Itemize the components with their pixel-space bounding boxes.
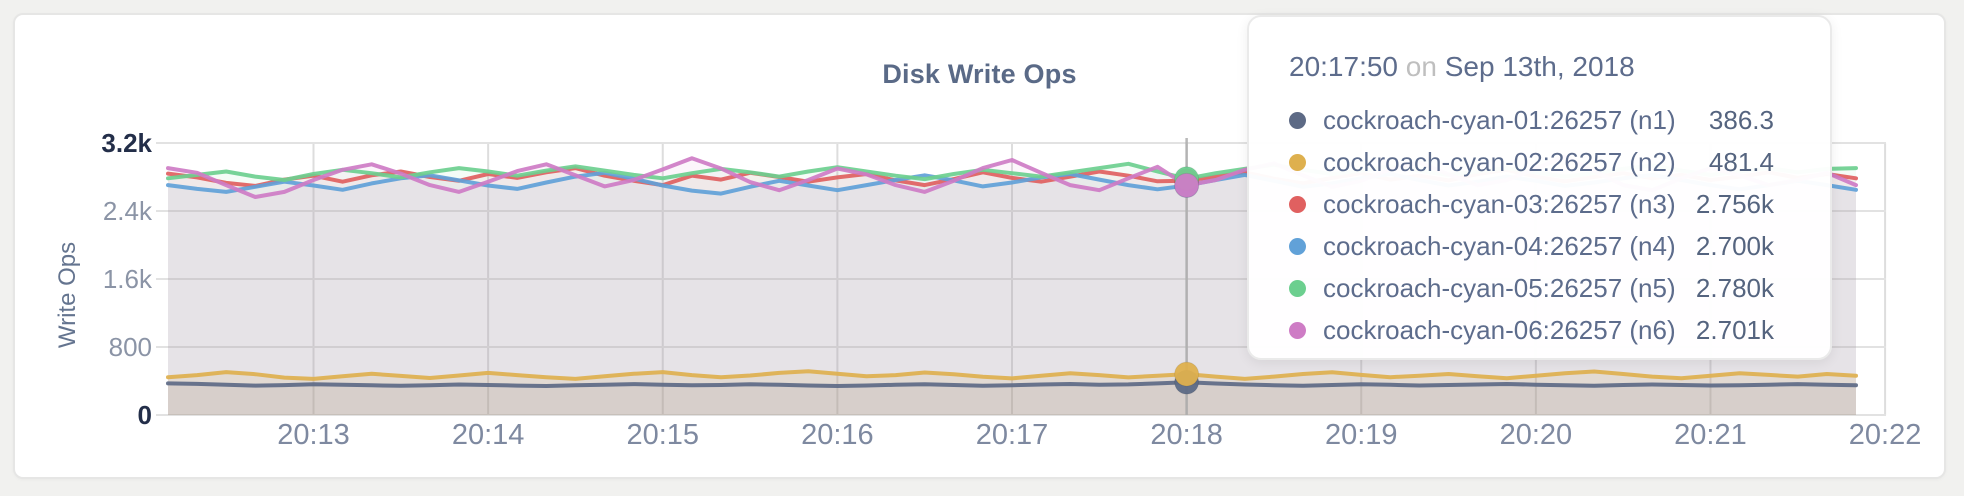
x-tick-label: 20:16 [801, 419, 874, 451]
y-tick-label: 0 [137, 400, 152, 430]
tooltip-time: 20:17:50 [1289, 51, 1398, 82]
series-color-dot [1289, 279, 1306, 297]
hover-tooltip: 20:17:50 on Sep 13th, 2018 cockroach-cya… [1247, 15, 1832, 360]
x-tick-label: 20:19 [1324, 419, 1398, 451]
x-tick-label: 20:14 [451, 419, 525, 451]
y-tick-label: 800 [108, 332, 152, 362]
series-label: cockroach-cyan-01:26257 (n1) [1323, 104, 1676, 135]
y-tick-label: 2.4k [102, 196, 152, 226]
area-fill-n2 [168, 371, 1856, 415]
series-label: cockroach-cyan-04:26257 (n4) [1323, 230, 1676, 261]
tooltip-series-row: cockroach-cyan-05:26257 (n5) 2.780k [1289, 267, 1774, 309]
tooltip-date-connector: on [1405, 51, 1437, 82]
hover-crosshair-layer [1174, 138, 1200, 415]
y-tick-label: 1.6k [102, 264, 152, 294]
series-label: cockroach-cyan-03:26257 (n3) [1323, 188, 1676, 219]
x-tick-label: 20:21 [1674, 419, 1747, 451]
x-tick-label: 20:17 [975, 419, 1049, 451]
series-color-dot [1289, 195, 1306, 213]
series-value: 2.700k [1695, 230, 1774, 261]
y-tick-label: 3.2k [101, 128, 152, 158]
area-fill-n1 [168, 382, 1856, 415]
tooltip-series-row: cockroach-cyan-06:26257 (n6) 2.701k [1289, 309, 1774, 351]
series-label: cockroach-cyan-06:26257 (n6) [1323, 314, 1676, 345]
hover-dot-n2 [1174, 361, 1200, 387]
series-color-dot [1289, 237, 1306, 255]
tooltip-series-row: cockroach-cyan-02:26257 (n2) 481.4 [1289, 141, 1774, 183]
series-value: 2.756k [1695, 188, 1774, 219]
series-color-dot [1289, 111, 1306, 129]
hover-dot-n6 [1174, 172, 1200, 198]
series-line-n2 [166, 369, 1858, 381]
tooltip-series-row: cockroach-cyan-01:26257 (n1) 386.3 [1289, 99, 1774, 141]
series-value: 2.701k [1695, 314, 1774, 345]
series-color-dot [1289, 153, 1306, 171]
series-value: 481.4 [1708, 146, 1774, 177]
x-tick-label: 20:15 [626, 419, 700, 451]
series-line-n1 [166, 380, 1858, 388]
series-label: cockroach-cyan-05:26257 (n5) [1323, 272, 1676, 303]
series-label: cockroach-cyan-02:26257 (n2) [1323, 146, 1676, 177]
tooltip-date: Sep 13th, 2018 [1444, 51, 1635, 82]
x-tick-label: 20:18 [1150, 419, 1223, 451]
series-color-dot [1289, 321, 1306, 339]
tooltip-series-row: cockroach-cyan-03:26257 (n3) 2.756k [1289, 183, 1774, 225]
tooltip-header: 20:17:50 on Sep 13th, 2018 [1289, 51, 1774, 83]
chart-title: Disk Write Ops [882, 59, 1077, 89]
series-value: 2.780k [1695, 272, 1774, 303]
series-value: 386.3 [1708, 104, 1774, 135]
x-tick-label: 20:20 [1499, 419, 1573, 451]
x-tick-label: 20:22 [1848, 419, 1922, 451]
tooltip-series-row: cockroach-cyan-04:26257 (n4) 2.700k [1289, 225, 1774, 267]
x-tick-label: 20:13 [277, 419, 350, 451]
